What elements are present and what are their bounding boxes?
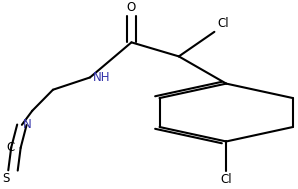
Text: N: N (23, 118, 32, 131)
Text: Cl: Cl (217, 17, 229, 30)
Text: O: O (127, 1, 136, 14)
Text: S: S (3, 172, 10, 185)
Text: C: C (6, 141, 15, 154)
Text: Cl: Cl (221, 173, 232, 186)
Text: NH: NH (93, 71, 111, 84)
